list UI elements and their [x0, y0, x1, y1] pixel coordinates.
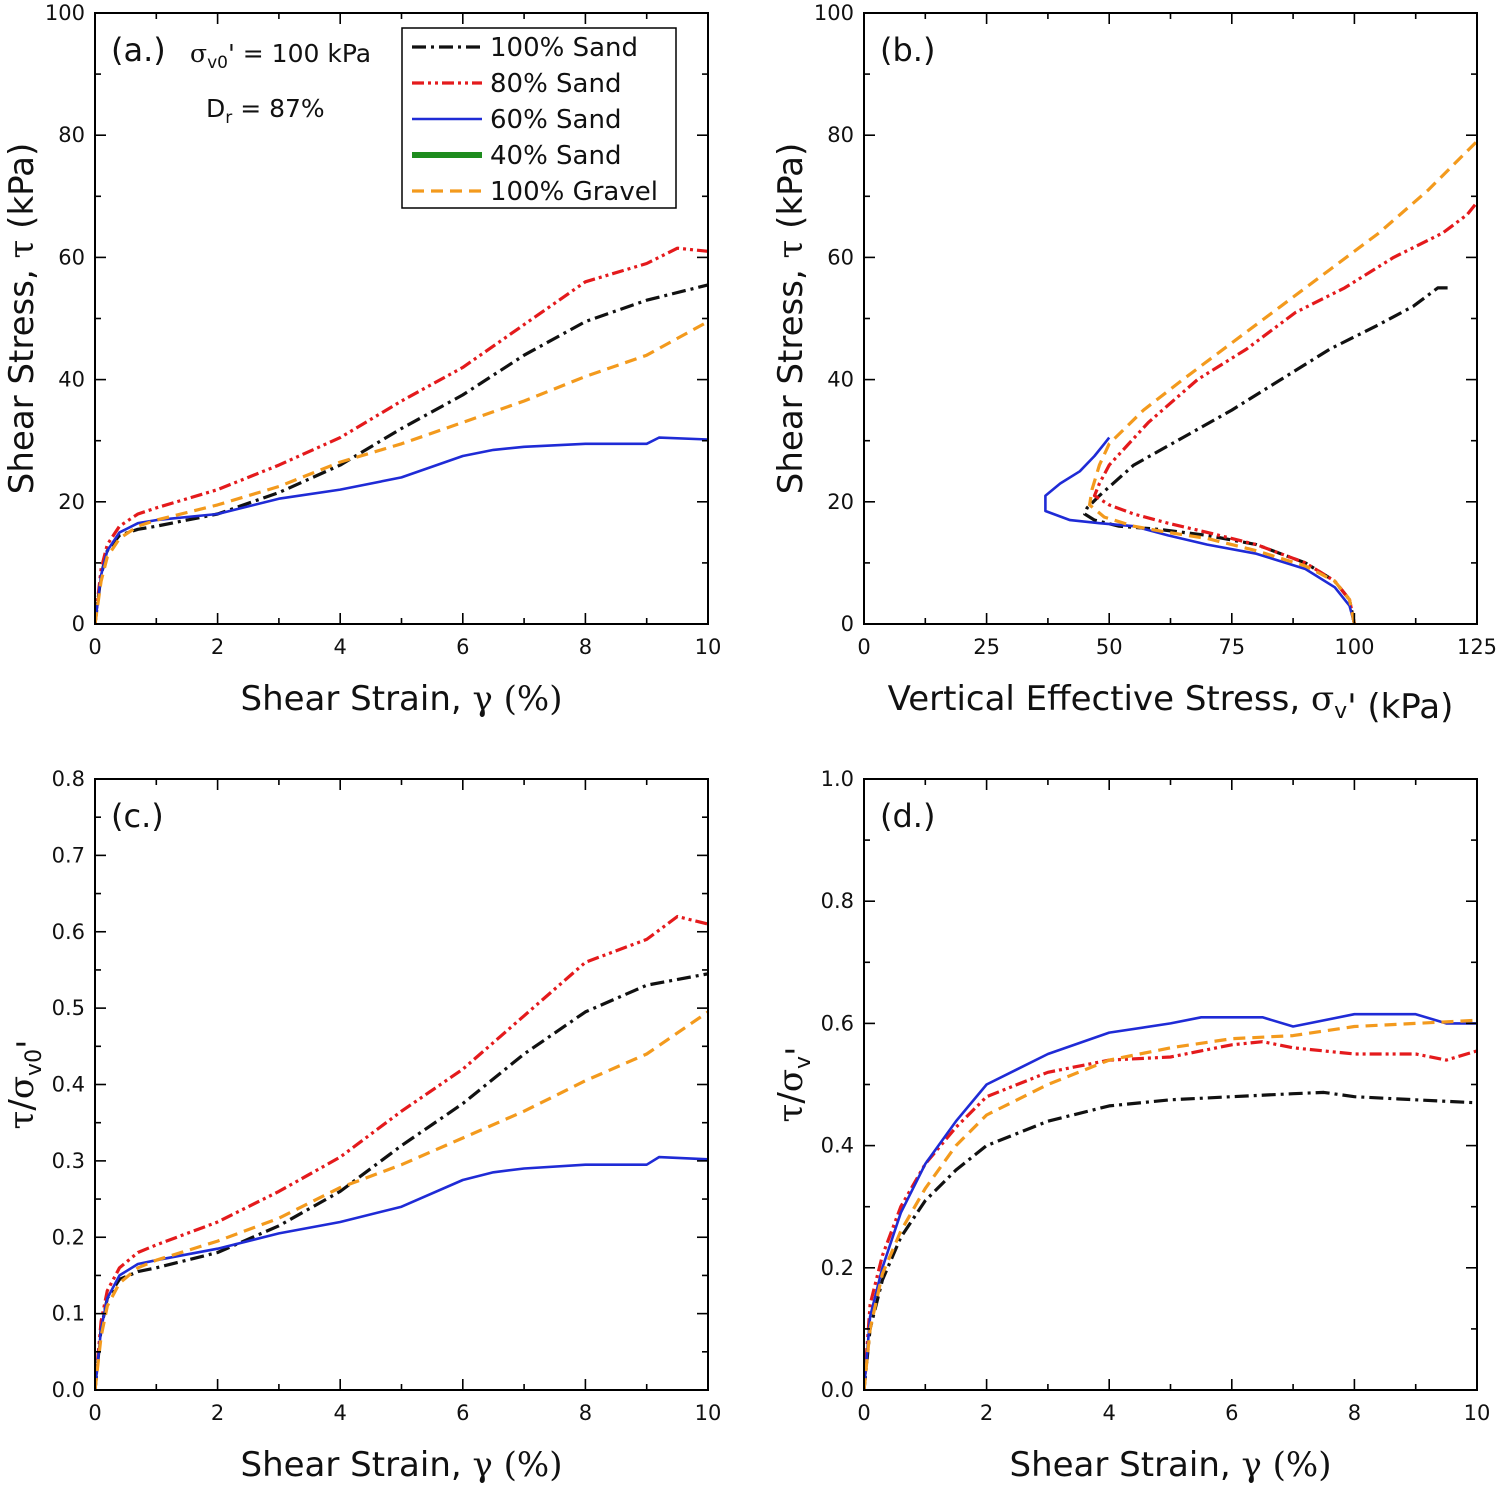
panel-a-y-tick-label: 0: [72, 612, 85, 636]
panel-a-y-tick-label: 100: [45, 1, 85, 25]
panel-c-x-tick-label: 2: [211, 1401, 224, 1425]
panel-c-x-tick-label: 4: [334, 1401, 347, 1425]
panel-c-series-60-sand: [95, 1155, 709, 1390]
panel-a-y-tick-label: 40: [58, 368, 85, 392]
panel-b-y-tick-label: 40: [827, 368, 854, 392]
panel-c-x-tick-label: 8: [579, 1401, 592, 1425]
panel-d-y-tick-label: 0.8: [821, 889, 854, 913]
panel-c-x-tick-label: 10: [695, 1401, 722, 1425]
panel-d-x-tick-label: 6: [1225, 1401, 1238, 1425]
panel-c-normalized-stress-ratio: 0 2 4 6 8 10 0.0 0.1 0.2 0.3 0.4 0.5 0.6 0.7 0.8 (c.) Sh…: [2, 767, 721, 1485]
panel-c-x-tick-label: 6: [456, 1401, 469, 1425]
panel-d-series-60-sand: [864, 1012, 1477, 1390]
panel-b-x-tick-label: 25: [973, 635, 1000, 659]
panel-d-y-tick-label: 0.4: [821, 1134, 854, 1158]
panel-c-y-tick-label: 0.2: [52, 1225, 85, 1249]
panel-a-x-tick-label: 4: [334, 635, 347, 659]
panel-d-y-tick-label: 0.0: [821, 1378, 854, 1402]
panel-d-y-tick-label: 0.2: [821, 1256, 854, 1280]
panel-c-y-tick-label: 0.3: [52, 1149, 85, 1173]
panel-a-tag: (a.): [111, 31, 166, 69]
panel-a-y-tick-label: 80: [58, 123, 85, 147]
panel-a-y-tick-label: 60: [58, 245, 85, 269]
legend-label-100-gravel: 100% Gravel: [490, 177, 658, 207]
panel-c-series-100-sand: [95, 972, 709, 1390]
panel-c-y-tick-label: 0.4: [52, 1073, 85, 1097]
panel-b-series-80-sand: [1092, 201, 1479, 624]
panel-d-y-tick-label: 0.6: [821, 1011, 854, 1035]
panel-a-series-group: [95, 246, 709, 624]
panel-b-x-tick-label: 100: [1334, 635, 1374, 659]
panel-c-y-tick-label: 0.7: [52, 843, 85, 867]
panel-d-series-group: [864, 1012, 1478, 1390]
panel-c-y-axis-title: τ/σv0': [2, 1040, 50, 1130]
panel-d-plot-frame: [863, 778, 1478, 1391]
panel-d-x-tick-label: 10: [1464, 1401, 1491, 1425]
panel-b-tag: (b.): [880, 31, 935, 69]
panel-c-y-tick-label: 0.0: [52, 1378, 85, 1402]
panel-b-series-100-sand: [1083, 286, 1448, 624]
panel-c-x-tick-label: 0: [88, 1401, 101, 1425]
panel-a-series-60-sand: [95, 436, 709, 624]
panel-d-y-axis-title: τ/σv': [771, 1047, 819, 1123]
panel-a-x-axis-title: Shear Strain, γ (%): [241, 679, 563, 719]
panel-c-series-80-sand: [95, 914, 709, 1390]
panel-b-x-tick-label: 50: [1096, 635, 1123, 659]
panel-b-y-axis-title: Shear Stress, τ (kPa): [771, 143, 811, 494]
panel-b-x-axis-title: Vertical Effective Stress, σv' (kPa): [888, 679, 1454, 727]
panel-c-x-axis-title: Shear Strain, γ (%): [241, 1445, 563, 1485]
legend-label-80-sand: 80% Sand: [490, 69, 621, 99]
panel-d-x-tick-label: 0: [857, 1401, 870, 1425]
panel-d-x-tick-label: 2: [980, 1401, 993, 1425]
panel-c-y-tick-label: 0.1: [52, 1302, 85, 1326]
legend-label-40-sand: 40% Sand: [490, 141, 621, 171]
panel-c-y-tick-label: 0.6: [52, 920, 85, 944]
panel-a-series-100-gravel: [95, 320, 709, 624]
panel-b-y-tick-label: 20: [827, 490, 854, 514]
panel-b-stress-path: 0 25 50 75 100 125 0 20 40 60 80 100 (b.) Vertical Ef…: [771, 1, 1497, 727]
panel-b-y-tick-label: 0: [841, 612, 854, 636]
panel-d-tag: (d.): [880, 797, 935, 835]
panel-b-series-100-gravel: [1087, 140, 1479, 624]
panel-b-y-tick-label: 100: [814, 1, 854, 25]
panel-c-series-group: [95, 914, 709, 1390]
panel-a-confining-stress-note: σv0' = 100 kPa: [190, 39, 371, 73]
panel-d-series-100-gravel: [864, 1018, 1478, 1390]
panel-a-x-tick-label: 0: [88, 635, 101, 659]
panel-a-x-tick-label: 10: [695, 635, 722, 659]
panel-a-x-tick-label: 6: [456, 635, 469, 659]
panel-c-tag: (c.): [111, 797, 164, 835]
legend-label-100-sand: 100% Sand: [490, 33, 638, 63]
panel-d-series-80-sand: [864, 1040, 1478, 1390]
panel-a-y-axis-title: Shear Stress, τ (kPa): [2, 143, 42, 494]
panel-a-relative-density-note: Dr = 87%: [206, 94, 325, 128]
panel-d-x-tick-label: 8: [1348, 1401, 1361, 1425]
panel-c-y-tick-label: 0.5: [52, 996, 85, 1020]
panel-a-x-tick-label: 2: [211, 635, 224, 659]
panel-d-series-100-sand: [864, 1090, 1478, 1390]
panel-c-y-tick-label: 0.8: [52, 767, 85, 791]
panel-a-x-tick-label: 8: [579, 635, 592, 659]
legend-label-60-sand: 60% Sand: [490, 105, 621, 135]
panel-a-series-80-sand: [95, 246, 709, 624]
panel-b-y-tick-label: 80: [827, 123, 854, 147]
legend: 100% Sand 80% Sand 60% Sand 40% Sand 100…: [401, 27, 677, 209]
panel-d-x-axis-title: Shear Strain, γ (%): [1010, 1445, 1332, 1485]
panel-b-x-tick-label: 75: [1218, 635, 1245, 659]
panel-b-x-tick-label: 125: [1457, 635, 1497, 659]
panel-c-plot-frame: [94, 778, 709, 1391]
panel-d-current-stress-ratio: 0 2 4 6 8 10 0.0 0.2 0.4 0.6 0.8 1.0 (d.) Shear Strai…: [771, 767, 1490, 1485]
panel-b-series-60-sand: [1044, 436, 1356, 624]
panel-a-series-100-sand: [95, 283, 709, 624]
panel-b-y-tick-label: 60: [827, 245, 854, 269]
panel-c-series-100-gravel: [95, 1010, 709, 1390]
panel-b-x-tick-label: 0: [857, 635, 870, 659]
panel-a-y-tick-label: 20: [58, 490, 85, 514]
panel-d-x-tick-label: 4: [1103, 1401, 1116, 1425]
panel-b-series-group: [1044, 140, 1479, 624]
panel-d-y-tick-label: 1.0: [821, 767, 854, 791]
